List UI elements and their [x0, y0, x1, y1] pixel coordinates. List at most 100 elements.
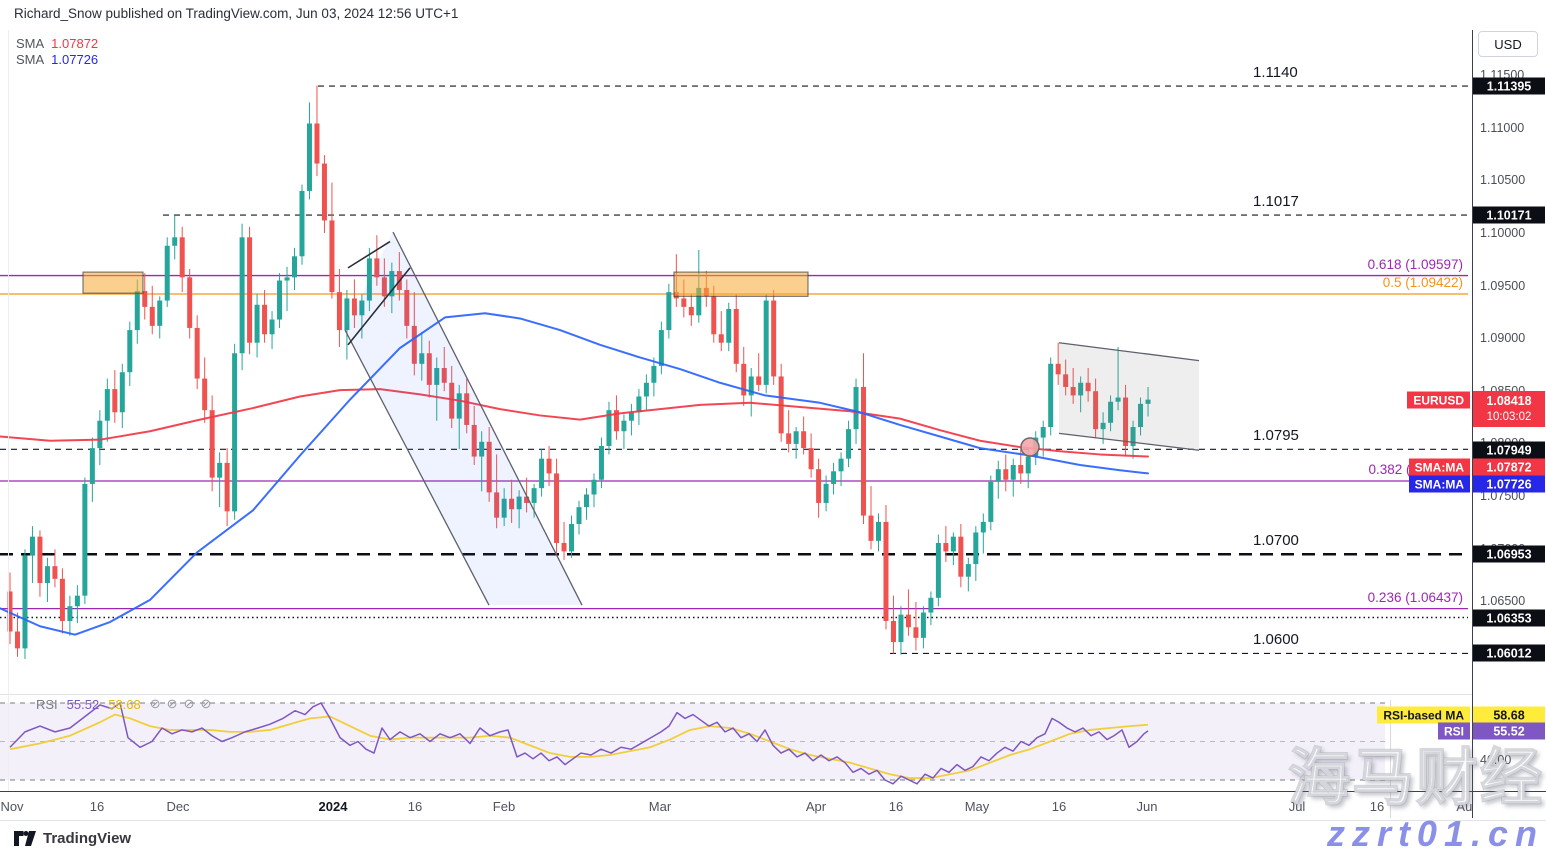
candle[interactable]	[1025, 456, 1031, 474]
candle[interactable]	[1138, 403, 1144, 428]
candle[interactable]	[471, 424, 477, 457]
sma-fast-legend[interactable]: SMA 1.07872	[16, 36, 98, 51]
candle[interactable]	[651, 365, 657, 383]
candle[interactable]	[801, 431, 807, 449]
candle[interactable]	[7, 591, 13, 632]
candle[interactable]	[913, 627, 919, 638]
candle[interactable]	[217, 462, 223, 478]
candle[interactable]	[748, 376, 754, 396]
candle[interactable]	[853, 386, 859, 430]
candle[interactable]	[756, 376, 762, 385]
candle[interactable]	[224, 462, 230, 512]
rsi-legend-toggle-icon[interactable]: ⊘	[149, 696, 161, 711]
candle[interactable]	[1115, 397, 1121, 402]
candle[interactable]	[726, 308, 732, 343]
candle[interactable]	[359, 300, 365, 316]
candle[interactable]	[1093, 391, 1099, 430]
candle[interactable]	[134, 291, 140, 331]
candle[interactable]	[1048, 363, 1054, 428]
candle[interactable]	[254, 304, 260, 343]
candle[interactable]	[262, 304, 268, 335]
candle[interactable]	[1010, 464, 1016, 480]
candle[interactable]	[426, 353, 432, 385]
candle[interactable]	[1003, 469, 1009, 480]
candle[interactable]	[628, 412, 634, 421]
candle[interactable]	[67, 606, 73, 621]
candle[interactable]	[516, 496, 522, 510]
candle[interactable]	[314, 123, 320, 164]
candle[interactable]	[449, 382, 455, 419]
candle[interactable]	[1055, 363, 1061, 375]
candle[interactable]	[486, 441, 492, 493]
candle[interactable]	[531, 488, 537, 503]
candle[interactable]	[1130, 427, 1136, 447]
candle[interactable]	[329, 220, 335, 293]
circle-marker[interactable]	[1020, 437, 1040, 457]
candle[interactable]	[299, 190, 305, 257]
candle[interactable]	[995, 469, 1001, 482]
candle[interactable]	[793, 431, 799, 444]
candle[interactable]	[284, 277, 290, 281]
candle[interactable]	[366, 258, 372, 301]
candle[interactable]	[988, 481, 994, 522]
candle[interactable]	[875, 521, 881, 541]
candle[interactable]	[44, 566, 50, 584]
candle[interactable]	[179, 237, 185, 278]
candle[interactable]	[598, 446, 604, 480]
candle[interactable]	[374, 258, 380, 278]
candle[interactable]	[816, 469, 822, 503]
rsi-legend[interactable]: RSI 55.52 58.68 ⊘ ⊘ ⊘ ⊘	[36, 696, 217, 712]
candle[interactable]	[411, 325, 417, 364]
candle[interactable]	[509, 498, 515, 510]
candle[interactable]	[861, 386, 867, 516]
candle[interactable]	[546, 458, 552, 474]
supply-zone[interactable]	[673, 271, 809, 297]
candle[interactable]	[658, 330, 664, 366]
candle[interactable]	[823, 483, 829, 503]
candle[interactable]	[591, 479, 597, 495]
candle[interactable]	[1078, 382, 1084, 396]
sma-slow-legend[interactable]: SMA 1.07726	[16, 52, 98, 67]
rsi-legend-toggle-icon[interactable]: ⊘	[166, 696, 178, 711]
candle[interactable]	[688, 306, 694, 316]
candle[interactable]	[419, 353, 425, 364]
candle[interactable]	[905, 614, 911, 628]
candle[interactable]	[321, 163, 327, 221]
candle[interactable]	[539, 458, 545, 489]
candle[interactable]	[82, 483, 88, 596]
candle[interactable]	[232, 353, 238, 512]
candle[interactable]	[965, 564, 971, 577]
candle[interactable]	[1100, 422, 1106, 430]
candle[interactable]	[269, 319, 275, 335]
candle[interactable]	[741, 363, 747, 396]
candle[interactable]	[37, 536, 43, 584]
tradingview-brand[interactable]: TradingView	[14, 830, 131, 847]
candle[interactable]	[59, 578, 65, 621]
candle[interactable]	[1123, 397, 1129, 447]
candle[interactable]	[292, 256, 298, 278]
candle[interactable]	[1018, 464, 1024, 474]
candle[interactable]	[157, 300, 163, 326]
time-axis[interactable]: Nov 16 Dec 2024 16 Feb Mar Apr 16 May 16 Jun Jul 16 Au…	[0, 792, 1472, 818]
candle[interactable]	[89, 448, 95, 484]
candle[interactable]	[606, 410, 612, 447]
currency-toggle-button[interactable]: USD	[1478, 31, 1538, 57]
candle[interactable]	[890, 620, 896, 643]
candle[interactable]	[681, 298, 687, 307]
candle[interactable]	[569, 524, 575, 552]
candle[interactable]	[127, 330, 133, 373]
candle[interactable]	[950, 536, 956, 552]
candle[interactable]	[104, 389, 110, 421]
candle[interactable]	[381, 277, 387, 297]
candle[interactable]	[831, 471, 837, 484]
candle[interactable]	[718, 334, 724, 343]
candle[interactable]	[501, 498, 507, 518]
candle[interactable]	[920, 612, 926, 638]
candle[interactable]	[494, 492, 500, 518]
candle[interactable]	[247, 237, 253, 343]
candle[interactable]	[194, 327, 200, 379]
candle[interactable]	[1070, 386, 1076, 396]
candle[interactable]	[112, 389, 118, 413]
candle[interactable]	[1063, 374, 1069, 387]
